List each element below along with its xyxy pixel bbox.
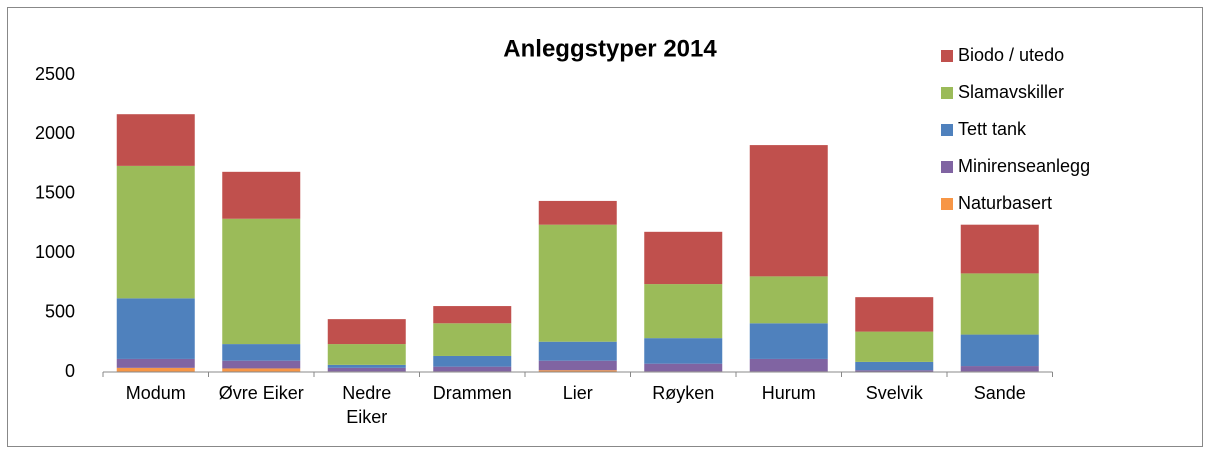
bar-segment (116, 298, 195, 359)
x-tick-label: Svelvik (866, 383, 924, 403)
legend-label: Biodo / utedo (958, 45, 1064, 65)
bar-segment (644, 231, 723, 285)
bar-segment (222, 344, 301, 361)
bar-segment (327, 344, 406, 365)
y-tick-label: 1000 (35, 242, 75, 262)
bar-segment (855, 370, 934, 372)
bar-segment (644, 338, 723, 364)
chart-title: Anleggstyper 2014 (503, 35, 717, 62)
bar-segment (855, 297, 934, 332)
x-tick-label: Nedre Eiker (342, 383, 391, 427)
y-tick-label: 0 (65, 361, 75, 381)
x-tick-label: Modum (126, 383, 186, 403)
legend-swatch (941, 50, 953, 62)
x-tick-label: Røyken (652, 383, 714, 403)
bar-segment (644, 363, 723, 372)
bar-segment (538, 341, 617, 361)
bar-segment (116, 165, 195, 299)
bar-segment (960, 334, 1039, 367)
bar-segment (855, 361, 934, 371)
x-tick-label: Hurum (762, 383, 816, 403)
bar-segment (749, 323, 828, 359)
bar-segment (960, 366, 1039, 372)
bar-segment (433, 366, 512, 372)
y-tick-label: 1500 (35, 183, 75, 203)
legend-swatch (941, 161, 953, 173)
y-tick-label: 2500 (35, 64, 75, 84)
bar-segment (960, 224, 1039, 274)
legend-label: Tett tank (958, 119, 1027, 139)
bar-segment (433, 355, 512, 367)
legend-swatch (941, 87, 953, 99)
legend-label: Slamavskiller (958, 82, 1064, 102)
bar-segment (116, 358, 195, 368)
x-tick-label: Lier (563, 383, 593, 403)
bar-segment (433, 306, 512, 324)
legend-swatch (941, 198, 953, 210)
bar-segment (749, 358, 828, 372)
bar-segment (433, 323, 512, 356)
bar-segment (538, 224, 617, 342)
bar-segment (222, 218, 301, 345)
x-tick-label: Drammen (433, 383, 512, 403)
bar-segment (538, 360, 617, 371)
bar-segment (538, 370, 617, 372)
bar-segment (327, 367, 406, 372)
bar-segment (749, 276, 828, 324)
y-tick-label: 500 (45, 301, 75, 321)
bar-segment (327, 319, 406, 345)
legend-label: Naturbasert (958, 193, 1052, 213)
bar-segment (222, 368, 301, 372)
x-tick-label: Øvre Eiker (219, 383, 304, 403)
bar-segment (644, 284, 723, 339)
bar-segment (222, 360, 301, 369)
legend-label: Minirenseanlegg (958, 156, 1090, 176)
bar-segment (116, 367, 195, 372)
bar-segment (749, 145, 828, 277)
bar-segment (855, 331, 934, 362)
y-tick-label: 2000 (35, 123, 75, 143)
bar-segment (222, 171, 301, 219)
legend-swatch (941, 124, 953, 136)
bar-segment (538, 200, 617, 225)
bar-segment (116, 114, 195, 166)
x-tick-label: Sande (974, 383, 1026, 403)
bar-segment (960, 273, 1039, 335)
bar-segment (327, 364, 406, 368)
